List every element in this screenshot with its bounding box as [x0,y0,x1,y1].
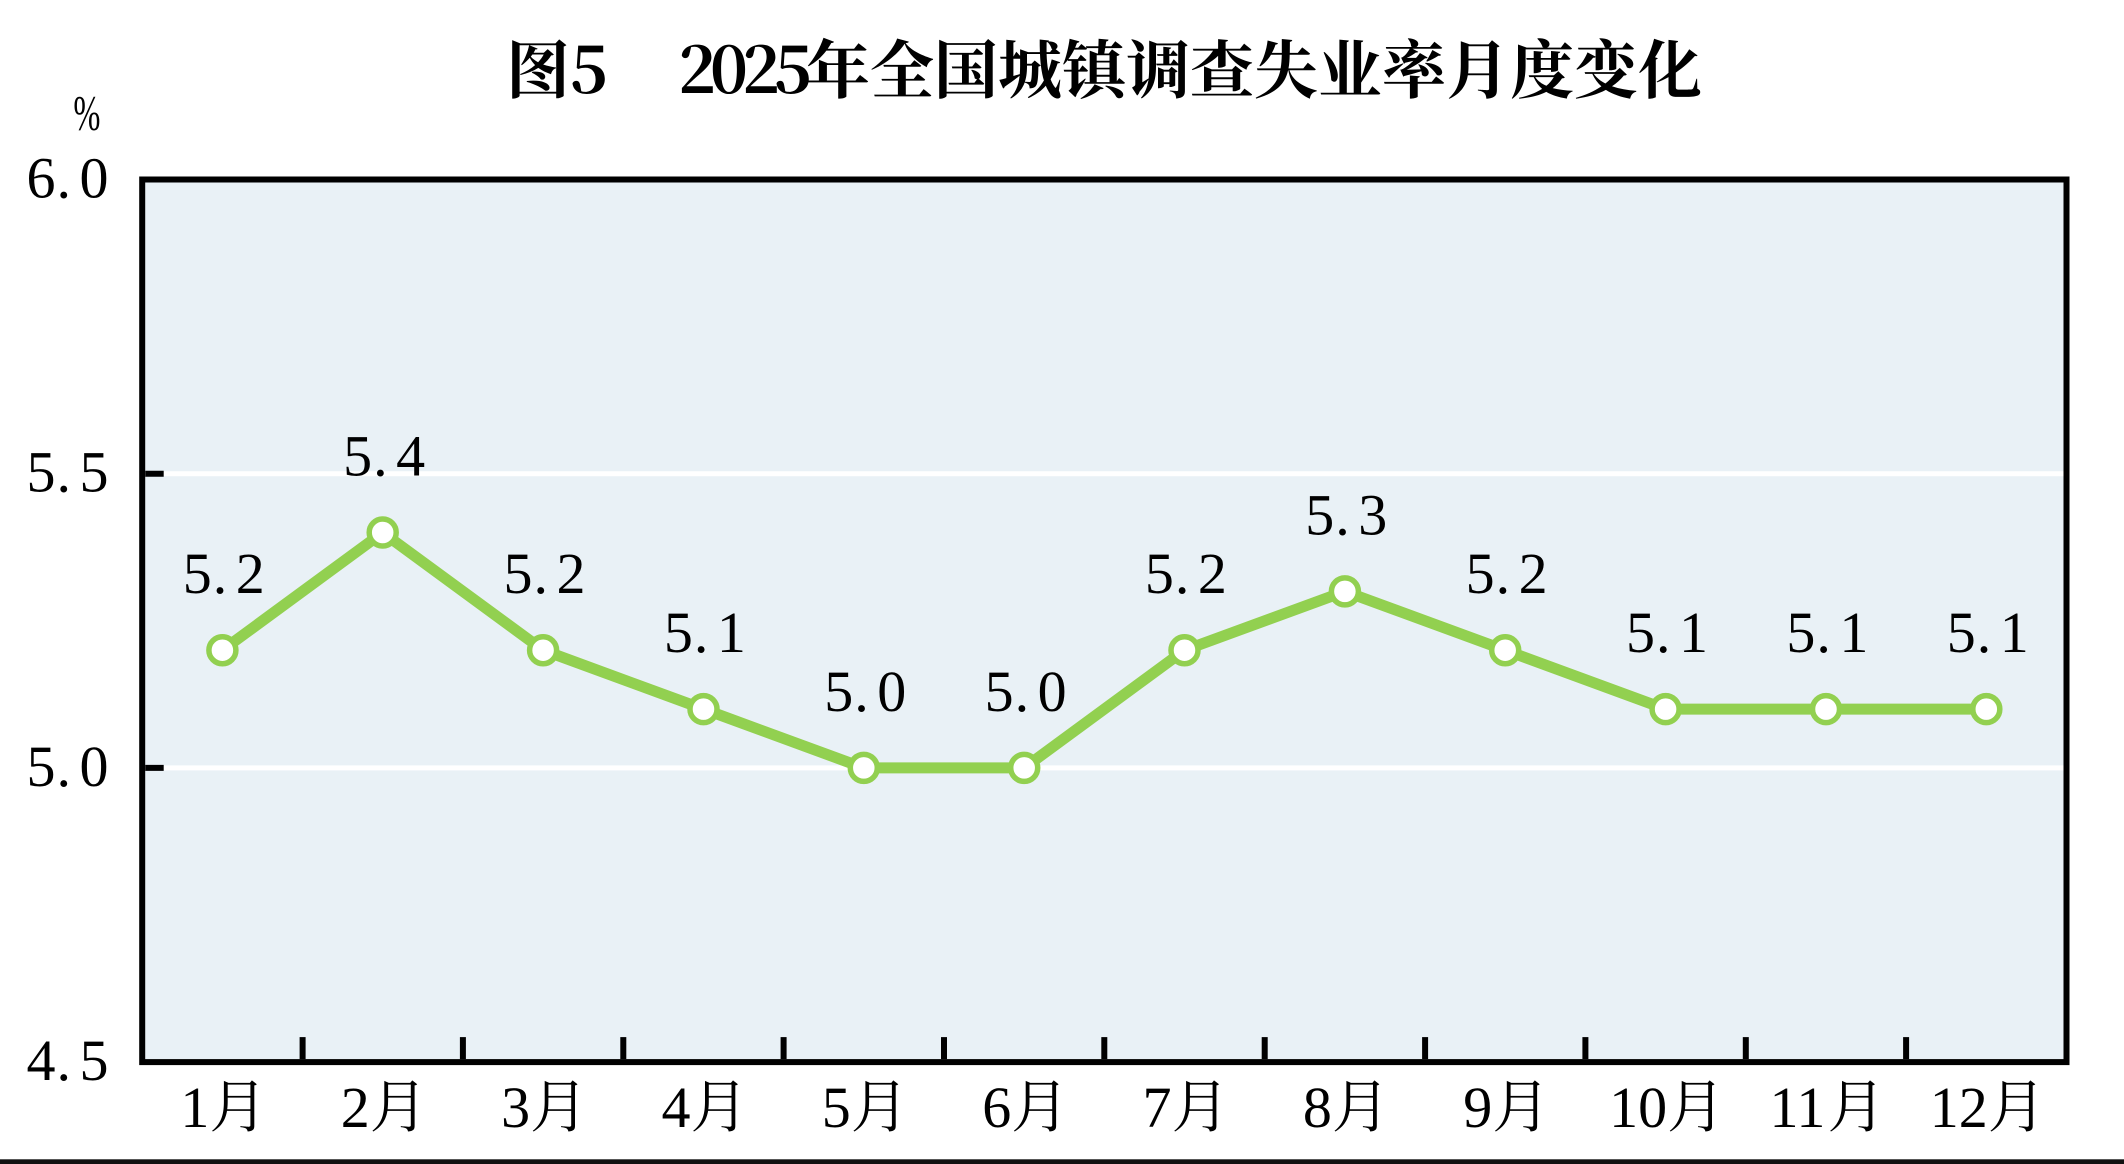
svg-text:5: 5 [1786,600,1815,665]
svg-text:6: 6 [27,146,56,211]
svg-text:.: . [534,541,549,606]
svg-text:0: 0 [80,734,109,799]
svg-text:5: 5 [27,734,56,799]
svg-text:0: 0 [80,146,109,211]
svg-text:.: . [694,600,709,665]
svg-text:4: 4 [396,424,425,489]
svg-text:5: 5 [80,1028,109,1093]
svg-text:7: 7 [1143,1075,1172,1140]
svg-text:1: 1 [1679,600,1708,665]
svg-text:3: 3 [501,1075,530,1140]
svg-text:9: 9 [1463,1075,1492,1140]
svg-text:1: 1 [180,1075,209,1140]
svg-text:10: 10 [1609,1075,1667,1140]
svg-text:0: 0 [877,659,906,724]
svg-text:5: 5 [1145,541,1174,606]
svg-text:.: . [1977,600,1992,665]
svg-text:5: 5 [1947,600,1976,665]
svg-text:.: . [1175,541,1190,606]
svg-text:.: . [1335,482,1350,547]
svg-text:.: . [1015,659,1030,724]
svg-text:.: . [373,424,388,489]
svg-text:.: . [57,440,72,505]
svg-text:8: 8 [1303,1075,1332,1140]
svg-text:.: . [213,541,228,606]
svg-text:5: 5 [504,541,533,606]
svg-text:.: . [854,659,869,724]
svg-text:5: 5 [183,541,212,606]
svg-text:.: . [57,146,72,211]
svg-text:5: 5 [1466,541,1495,606]
svg-text:2: 2 [1519,541,1548,606]
svg-text:2: 2 [341,1075,370,1140]
svg-text:5: 5 [822,1075,851,1140]
svg-text:.: . [1816,600,1831,665]
svg-text:5: 5 [824,659,853,724]
svg-text:5: 5 [27,440,56,505]
svg-text:2: 2 [557,541,586,606]
svg-text:5: 5 [1626,600,1655,665]
svg-text:5: 5 [1305,482,1334,547]
svg-text:5: 5 [985,659,1014,724]
svg-text:.: . [57,1028,72,1093]
svg-text:%: % [73,86,100,142]
svg-text:5: 5 [80,440,109,505]
svg-text:4: 4 [662,1075,691,1140]
svg-text:1: 1 [717,600,746,665]
svg-text:2: 2 [236,541,265,606]
svg-text:.: . [1656,600,1671,665]
svg-text:2: 2 [1198,541,1227,606]
svg-text:1: 1 [1839,600,1868,665]
svg-text:12: 12 [1930,1075,1988,1140]
svg-text:0: 0 [1038,659,1067,724]
svg-text:.: . [57,734,72,799]
svg-text:11: 11 [1770,1075,1826,1140]
svg-text:5: 5 [664,600,693,665]
svg-text:4: 4 [27,1028,56,1093]
svg-text:6: 6 [982,1075,1011,1140]
svg-text:.: . [1496,541,1511,606]
svg-text:1: 1 [2000,600,2029,665]
svg-text:3: 3 [1358,482,1387,547]
svg-text:5: 5 [343,424,372,489]
